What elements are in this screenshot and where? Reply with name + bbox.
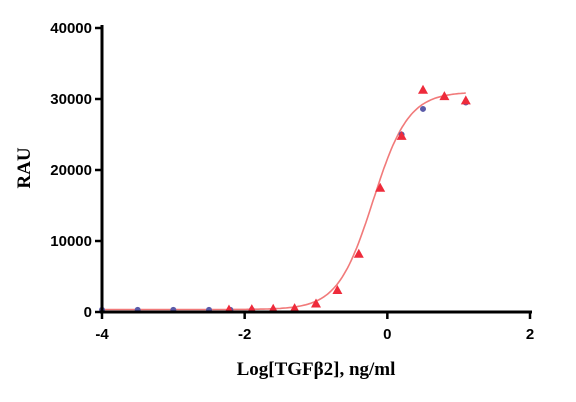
x-tick-label: 0 bbox=[383, 326, 391, 343]
y-tick-label: 10000 bbox=[50, 233, 92, 250]
data-points-layer bbox=[99, 84, 471, 314]
data-point-triangle bbox=[460, 95, 471, 105]
data-point-triangle bbox=[418, 84, 428, 94]
data-point-triangle bbox=[353, 248, 364, 258]
ticks-layer: -4 -2 0 2 0 10000 20000 30000 40000 bbox=[50, 20, 534, 343]
x-tick-label: -4 bbox=[95, 326, 109, 343]
fit-curve-layer bbox=[102, 92, 466, 311]
x-tick-label: -2 bbox=[238, 326, 251, 343]
data-point-triangle bbox=[396, 130, 407, 140]
x-tick-label: 2 bbox=[526, 326, 534, 343]
data-point-triangle bbox=[439, 91, 450, 101]
y-axis-title: RAU bbox=[14, 147, 35, 188]
data-point-triangle bbox=[375, 182, 386, 192]
y-tick-label: 30000 bbox=[50, 91, 92, 108]
data-point-triangle bbox=[289, 303, 300, 313]
data-point-circle bbox=[420, 105, 426, 112]
y-tick-label: 40000 bbox=[50, 20, 92, 37]
fit-curve-line bbox=[102, 92, 466, 311]
x-axis-title: Log[TGFβ2], ng/ml bbox=[237, 359, 396, 380]
data-point-triangle bbox=[332, 284, 343, 294]
axes-layer bbox=[100, 25, 532, 314]
y-tick-label: 0 bbox=[84, 304, 92, 321]
data-point-triangle bbox=[311, 298, 321, 308]
y-tick-label: 20000 bbox=[50, 162, 92, 179]
